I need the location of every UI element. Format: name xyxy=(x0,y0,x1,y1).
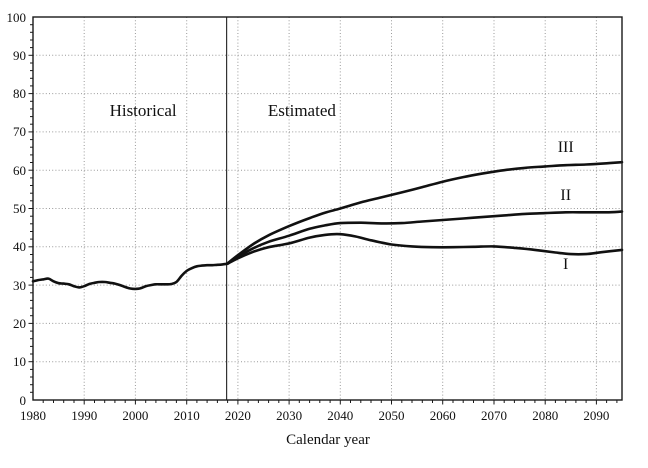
y-axis-tick-label: 10 xyxy=(13,354,26,370)
y-axis-tick-label: 20 xyxy=(13,315,26,331)
x-axis-tick-label: 2060 xyxy=(429,408,456,423)
x-axis-tick-label: 1980 xyxy=(20,408,46,423)
region-label-historical: Historical xyxy=(109,100,177,120)
y-axis-tick-label: 30 xyxy=(13,277,26,293)
series-line-alternative-ii xyxy=(226,210,624,265)
x-axis-tick-label: 1990 xyxy=(71,408,98,423)
y-axis-tick-label: 70 xyxy=(13,124,26,140)
x-axis-tick-label: 2070 xyxy=(481,408,507,423)
series-line-alternative-iii xyxy=(226,160,624,265)
x-axis-tick-label: 2080 xyxy=(532,408,559,423)
y-axis-tick-label: 100 xyxy=(6,9,27,25)
series-label-i: I xyxy=(563,256,569,273)
region-label-estimated: Estimated xyxy=(267,100,336,120)
x-axis-tick-label: 2030 xyxy=(276,408,303,423)
series-label-iii: III xyxy=(557,139,574,157)
x-axis-tick-label: 2040 xyxy=(327,408,354,423)
series-line-historical xyxy=(31,262,229,291)
series-line-alternative-i xyxy=(226,232,624,265)
y-axis-tick-label: 40 xyxy=(13,239,26,255)
y-axis-tick-label: 80 xyxy=(13,86,26,102)
y-axis-tick-label: 90 xyxy=(13,47,26,63)
x-axis-tick-label: 2020 xyxy=(224,408,251,423)
y-axis-tick-label: 0 xyxy=(19,392,27,408)
x-axis-tick-label: 2050 xyxy=(378,408,405,423)
y-axis-tick-label: 60 xyxy=(13,162,26,178)
x-axis-tick-label: 2090 xyxy=(583,408,610,423)
y-axis-tick-label: 50 xyxy=(13,201,26,216)
x-axis-title: Calendar year xyxy=(286,432,370,448)
series-label-ii: II xyxy=(560,187,572,205)
x-axis-tick-label: 2010 xyxy=(173,408,200,423)
plot-border xyxy=(32,16,623,401)
x-axis-tick-label: 2000 xyxy=(122,408,149,423)
